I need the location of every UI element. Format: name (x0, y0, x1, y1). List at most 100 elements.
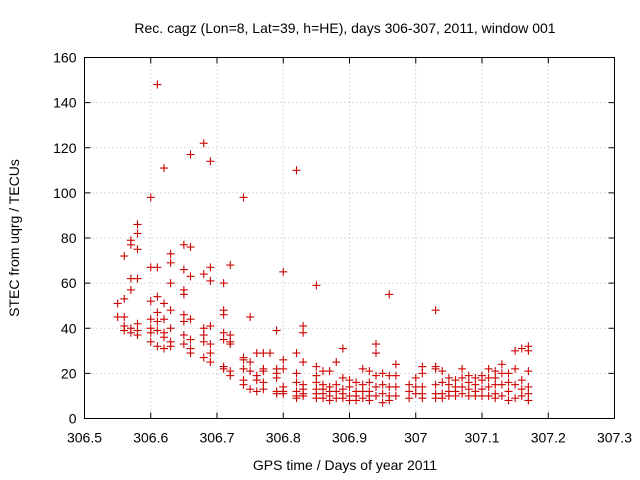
data-point (186, 243, 195, 252)
data-point (226, 261, 235, 270)
data-point (524, 396, 533, 405)
data-point (226, 371, 235, 380)
data-point (491, 394, 500, 403)
data-point (166, 258, 175, 267)
data-point (153, 342, 162, 351)
data-point (458, 373, 467, 382)
data-point (358, 394, 367, 403)
data-point (418, 362, 427, 371)
data-point (358, 380, 367, 389)
data-point (186, 272, 195, 281)
x-tick-label: 306.9 (332, 430, 367, 446)
data-point (438, 378, 447, 387)
data-point (179, 310, 188, 319)
data-point (338, 373, 347, 382)
data-point (279, 355, 288, 364)
data-point (153, 317, 162, 326)
data-point (179, 240, 188, 249)
data-point (345, 382, 354, 391)
data-point (153, 326, 162, 335)
data-point (146, 328, 155, 337)
data-point (279, 389, 288, 398)
data-point (484, 382, 493, 391)
data-point (146, 315, 155, 324)
data-point (372, 382, 380, 391)
data-point (418, 369, 427, 378)
y-tick-label: 120 (53, 140, 77, 156)
data-point (352, 378, 361, 387)
x-tick-label: 307.1 (464, 430, 499, 446)
data-point (312, 378, 321, 387)
x-tick-label: 306.8 (266, 430, 301, 446)
data-point (219, 279, 228, 288)
data-point (391, 382, 400, 391)
data-point (292, 166, 301, 175)
data-point (325, 367, 334, 376)
data-point (352, 396, 361, 405)
data-point (464, 378, 473, 387)
data-point (312, 362, 321, 371)
data-point (206, 157, 215, 166)
data-point (259, 385, 268, 394)
data-point (484, 391, 493, 400)
data-point (133, 274, 142, 283)
data-point (272, 326, 281, 335)
data-point (160, 164, 168, 173)
chart-title: Rec. cagz (Lon=8, Lat=39, h=HE), days 30… (134, 20, 555, 36)
data-point (451, 376, 460, 385)
data-point (378, 369, 387, 378)
data-point (497, 391, 506, 400)
axis-ticks: 0 20 40 60 80 100 120 140 160 306.5 306.6 306.7 306.… (53, 50, 632, 446)
y-tick-label: 60 (61, 275, 77, 291)
data-point (458, 389, 467, 398)
data-point (299, 321, 308, 330)
data-point (372, 371, 380, 380)
data-point (279, 267, 288, 276)
data-point (133, 229, 142, 238)
data-point (438, 394, 447, 403)
data-point (179, 290, 188, 299)
data-point (524, 346, 533, 355)
y-tick-label: 100 (53, 185, 77, 201)
data-point (444, 380, 453, 389)
data-point (312, 371, 321, 380)
data-point (464, 385, 473, 394)
data-point (206, 263, 215, 272)
data-point (312, 281, 321, 290)
data-point (504, 387, 513, 396)
data-point (160, 333, 168, 342)
data-point (239, 380, 248, 389)
data-point (385, 290, 394, 299)
data-point (444, 373, 453, 382)
data-point (458, 364, 467, 373)
data-point (113, 299, 122, 308)
data-point (146, 337, 155, 346)
data-point (345, 376, 354, 385)
data-point (438, 367, 447, 376)
data-point (133, 245, 142, 254)
data-point (246, 358, 255, 367)
data-point (358, 364, 367, 373)
x-tick-label: 306.5 (67, 430, 102, 446)
data-point (524, 367, 533, 376)
x-tick-label: 307 (404, 430, 428, 446)
grid-lines (84, 57, 615, 419)
y-tick-label: 80 (61, 230, 77, 246)
data-point (292, 378, 301, 387)
data-point (378, 389, 387, 398)
y-tick-label: 0 (69, 411, 77, 427)
data-point (146, 193, 155, 202)
data-point (504, 369, 513, 378)
data-point (405, 380, 414, 389)
data-point (133, 220, 142, 229)
x-tick-label: 307.3 (597, 430, 632, 446)
data-point (279, 364, 288, 373)
data-point (405, 387, 414, 396)
data-point (166, 342, 175, 351)
data-point (199, 139, 208, 148)
data-point (319, 394, 327, 403)
data-point (292, 369, 301, 378)
data-point (246, 312, 255, 321)
data-point (292, 349, 301, 358)
